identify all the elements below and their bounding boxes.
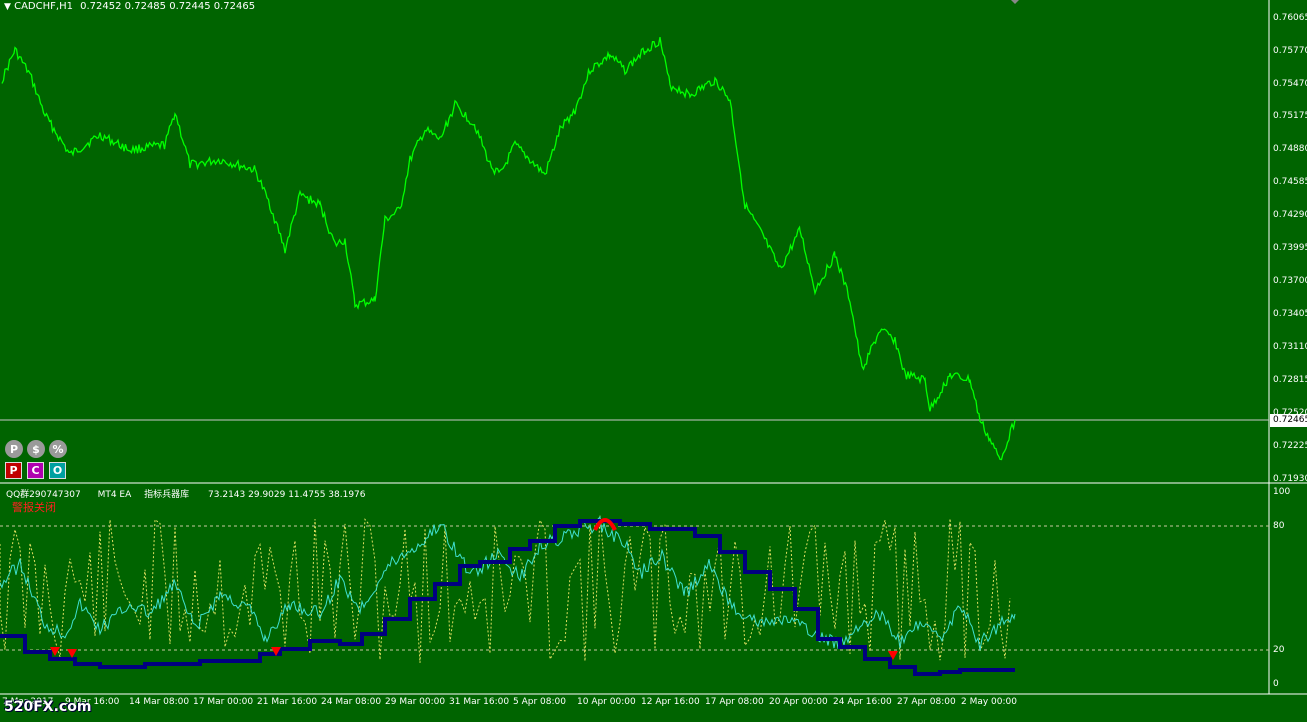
cyan-oscillator-series: [0, 516, 1016, 651]
price-chart-svg: [0, 0, 1307, 484]
percent-button[interactable]: %: [49, 440, 67, 458]
collapse-arrow-icon[interactable]: ▼: [4, 2, 11, 12]
signal-marker: [271, 647, 281, 656]
price-tick: 0.73700: [1273, 276, 1307, 286]
time-tick: 14 Mar 08:00: [129, 697, 190, 707]
time-tick: 2 May 00:00: [961, 697, 1017, 707]
time-tick: 27 Apr 08:00: [897, 697, 956, 707]
indicator-tick: 0: [1273, 679, 1279, 689]
dotted-oscillator-series: [0, 515, 1011, 663]
indicator-tick: 20: [1273, 645, 1285, 655]
time-tick: 21 Mar 16:00: [257, 697, 318, 707]
current-price-tag: 0.72465: [1270, 414, 1307, 427]
stair-step-series: [0, 519, 1015, 676]
time-tick: 9 Mar 16:00: [65, 697, 120, 707]
price-tick: 0.74585: [1273, 177, 1307, 187]
indicator-tick: 100: [1273, 487, 1291, 497]
price-tick: 0.74290: [1273, 210, 1307, 220]
open-orders-button[interactable]: O: [49, 462, 66, 479]
symbol-label: CADCHF,H1: [14, 1, 73, 12]
signal-markers: [50, 518, 898, 660]
time-tick: 7 Mar 2017: [2, 697, 54, 707]
time-tick: 5 Apr 08:00: [513, 697, 566, 707]
time-tick: 10 Apr 00:00: [577, 697, 636, 707]
indicator-name-label: 指标兵器库: [144, 490, 190, 500]
ea-label: MT4 EA: [97, 490, 132, 500]
qq-label: QQ群290747307: [6, 490, 81, 500]
price-tick: 0.73405: [1273, 309, 1307, 319]
watermark-logo: 520FX.com: [4, 699, 92, 715]
indicator-svg: [0, 484, 1307, 695]
time-tick: 29 Mar 00:00: [385, 697, 446, 707]
price-tick: 0.75770: [1273, 46, 1307, 56]
ohlc-values: 0.72452 0.72485 0.72445 0.72465: [80, 1, 256, 12]
indicator-header: QQ群290747307 MT4 EA 指标兵器库 73.2143 29.902…: [6, 489, 366, 501]
price-tick: 0.75175: [1273, 111, 1307, 121]
dollar-button[interactable]: $: [27, 440, 45, 458]
price-tick: 0.72520: [1273, 408, 1307, 418]
price-chart[interactable]: [0, 0, 1307, 484]
time-tick: 17 Apr 08:00: [705, 697, 764, 707]
price-series: [1, 36, 1016, 461]
price-tick: 0.71930: [1273, 474, 1307, 484]
indicator-tick: 80: [1273, 521, 1285, 531]
indicator-window[interactable]: [0, 484, 1307, 718]
profit-button[interactable]: P: [5, 440, 23, 458]
scroll-marker-icon[interactable]: [1011, 0, 1019, 4]
time-tick: 12 Apr 16:00: [641, 697, 700, 707]
signal-marker: [67, 649, 77, 658]
alert-status-label: 警报关闭: [12, 501, 56, 514]
signal-marker: [50, 647, 60, 656]
time-tick: 24 Mar 08:00: [321, 697, 382, 707]
price-tick: 0.74880: [1273, 144, 1307, 154]
price-tick: 0.73995: [1273, 243, 1307, 253]
time-tick: 17 Mar 00:00: [193, 697, 254, 707]
price-tick: 0.75470: [1273, 79, 1307, 89]
close-profit-button[interactable]: P: [5, 462, 22, 479]
close-all-button[interactable]: C: [27, 462, 44, 479]
indicator-values: 73.2143 29.9029 11.4755 38.1976: [208, 490, 366, 500]
price-tick: 0.72815: [1273, 375, 1307, 385]
time-tick: 31 Mar 16:00: [449, 697, 510, 707]
price-tick: 0.73110: [1273, 342, 1307, 352]
price-tick: 0.72225: [1273, 441, 1307, 451]
chart-header: ▼ CADCHF,H1 0.72452 0.72485 0.72445 0.72…: [4, 1, 255, 13]
time-tick: 20 Apr 00:00: [769, 697, 828, 707]
price-tick: 0.76065: [1273, 13, 1307, 23]
time-tick: 24 Apr 16:00: [833, 697, 892, 707]
signal-marker: [888, 651, 898, 660]
peak-marker: [593, 518, 617, 531]
